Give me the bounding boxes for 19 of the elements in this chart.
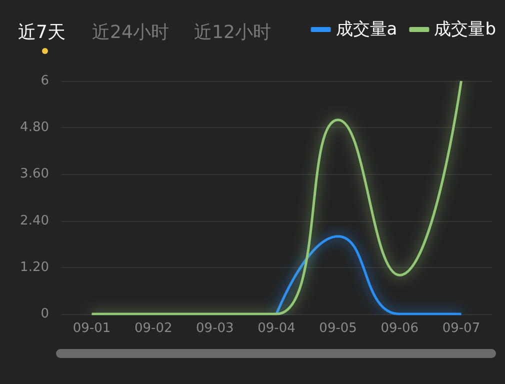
x-tick-label: 09-07 [442, 321, 480, 336]
y-tick-label: 4.80 [20, 120, 49, 136]
y-tick-label: 1.20 [20, 260, 49, 275]
x-tick-label: 09-02 [134, 321, 172, 336]
x-tick-label: 09-01 [72, 321, 111, 336]
x-tick-label: 09-04 [258, 321, 296, 336]
x-tick-label: 09-06 [380, 321, 419, 336]
y-tick-label: 0 [40, 306, 49, 322]
y-tick-label: 6 [40, 74, 49, 88]
legend-label: 成交量a [336, 20, 398, 40]
text: 近7天 [18, 21, 66, 44]
line-series [90, 80, 462, 316]
x-tick-label: 09-03 [196, 321, 234, 336]
text: 近12小时 [194, 21, 271, 44]
y-tick-label: 2.40 [20, 213, 49, 228]
x-tick-label: 09-05 [319, 321, 357, 336]
y-tick-label: 3.60 [20, 166, 49, 182]
text: 近24小时 [92, 21, 169, 44]
legend-label: 成交量b [434, 20, 496, 40]
